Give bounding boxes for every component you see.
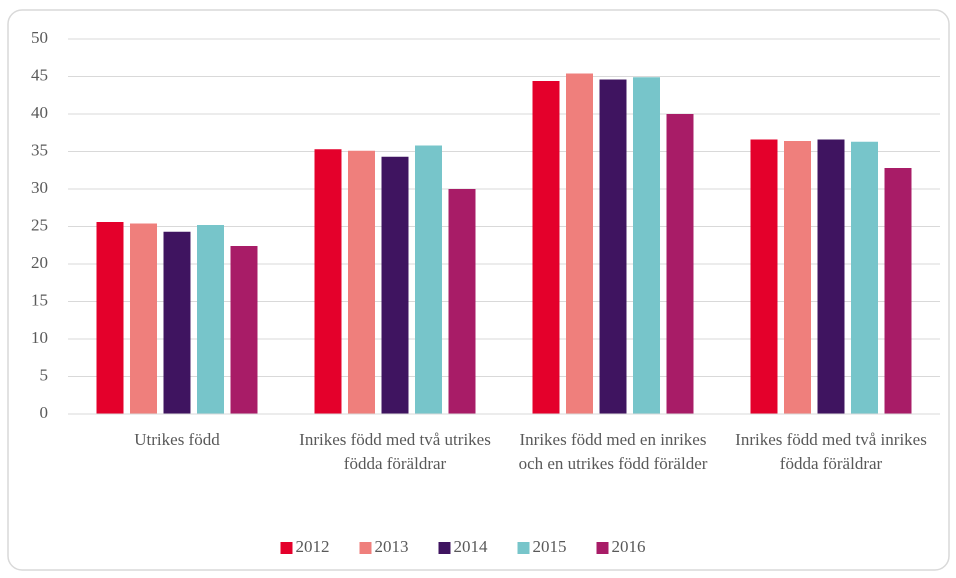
bar — [566, 73, 593, 414]
bar — [633, 77, 660, 414]
bar — [163, 231, 191, 414]
legend-label: 2014 — [454, 537, 489, 556]
chart-frame — [7, 9, 950, 571]
bar — [599, 79, 627, 414]
bar — [415, 145, 442, 414]
bar — [851, 141, 878, 414]
bar — [314, 149, 342, 414]
bar — [750, 139, 778, 414]
bar — [784, 141, 811, 414]
y-tick-label: 45 — [31, 65, 48, 84]
y-tick-label: 30 — [31, 178, 48, 197]
y-tick-label: 35 — [31, 140, 48, 159]
legend-swatch — [438, 542, 451, 554]
legend-swatch — [359, 542, 372, 554]
bar — [130, 223, 157, 414]
legend-swatch — [280, 542, 293, 554]
bar — [666, 114, 694, 414]
y-tick-label: 40 — [31, 103, 48, 122]
legend-label: 2013 — [375, 537, 409, 556]
x-tick-label: Inrikes född med två utrikes födda föräld… — [299, 430, 491, 473]
x-tick-label: Inrikes född med en inrikes och en utrike… — [519, 430, 708, 473]
bar — [348, 150, 375, 414]
x-tick-label: Utrikes född — [134, 430, 220, 449]
bar — [884, 168, 912, 414]
bar — [817, 139, 845, 414]
y-tick-label: 25 — [31, 215, 48, 234]
bar — [448, 189, 476, 414]
legend-swatch — [517, 542, 530, 554]
y-tick-label: 15 — [31, 290, 48, 309]
y-tick-label: 10 — [31, 328, 48, 347]
legend-label: 2016 — [612, 537, 646, 556]
y-tick-label: 20 — [31, 253, 48, 272]
y-tick-label: 5 — [40, 365, 49, 384]
bar — [532, 81, 560, 414]
legend-swatch — [596, 542, 609, 554]
bar — [96, 222, 124, 414]
x-tick-label: Inrikes född med två inrikes födda föräld… — [735, 430, 927, 473]
y-tick-label: 0 — [40, 403, 49, 422]
y-tick-label: 50 — [31, 28, 48, 47]
legend-label: 2015 — [533, 537, 567, 556]
bar — [230, 246, 258, 414]
legend-label: 2012 — [296, 537, 330, 556]
bar — [197, 225, 224, 414]
bar — [381, 156, 409, 414]
